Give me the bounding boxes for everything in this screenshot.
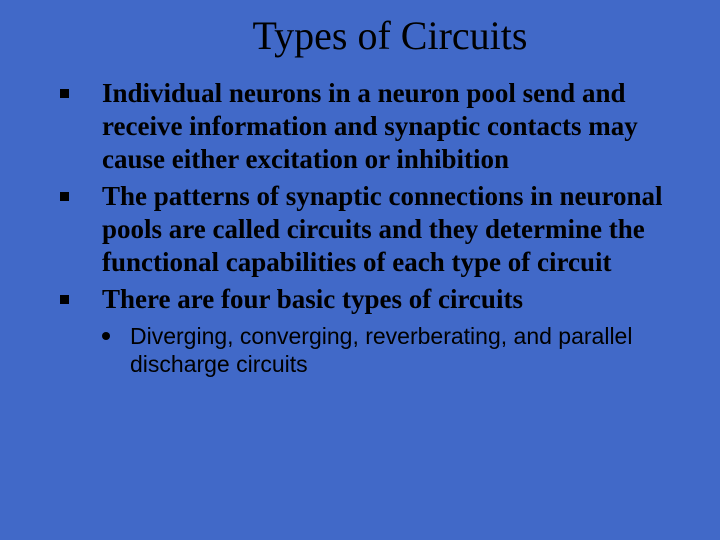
bullet-text: There are four basic types of circuits bbox=[102, 284, 523, 314]
slide-title: Types of Circuits bbox=[100, 12, 680, 59]
slide: Types of Circuits Individual neurons in … bbox=[0, 0, 720, 540]
bullet-text: The patterns of synaptic connections in … bbox=[102, 181, 663, 277]
square-bullet-icon bbox=[60, 295, 69, 304]
bullet-item: The patterns of synaptic connections in … bbox=[60, 180, 680, 279]
sub-bullet-list: Diverging, converging, reverberating, an… bbox=[40, 322, 680, 380]
bullet-item: Individual neurons in a neuron pool send… bbox=[60, 77, 680, 176]
bullet-text: Individual neurons in a neuron pool send… bbox=[102, 78, 638, 174]
square-bullet-icon bbox=[60, 89, 69, 98]
sub-bullet-text: Diverging, converging, reverberating, an… bbox=[130, 323, 632, 378]
bullet-item: There are four basic types of circuits bbox=[60, 283, 680, 316]
sub-bullet-item: Diverging, converging, reverberating, an… bbox=[102, 322, 680, 380]
main-bullet-list: Individual neurons in a neuron pool send… bbox=[40, 77, 680, 316]
square-bullet-icon bbox=[60, 192, 69, 201]
circle-bullet-icon bbox=[102, 332, 110, 340]
